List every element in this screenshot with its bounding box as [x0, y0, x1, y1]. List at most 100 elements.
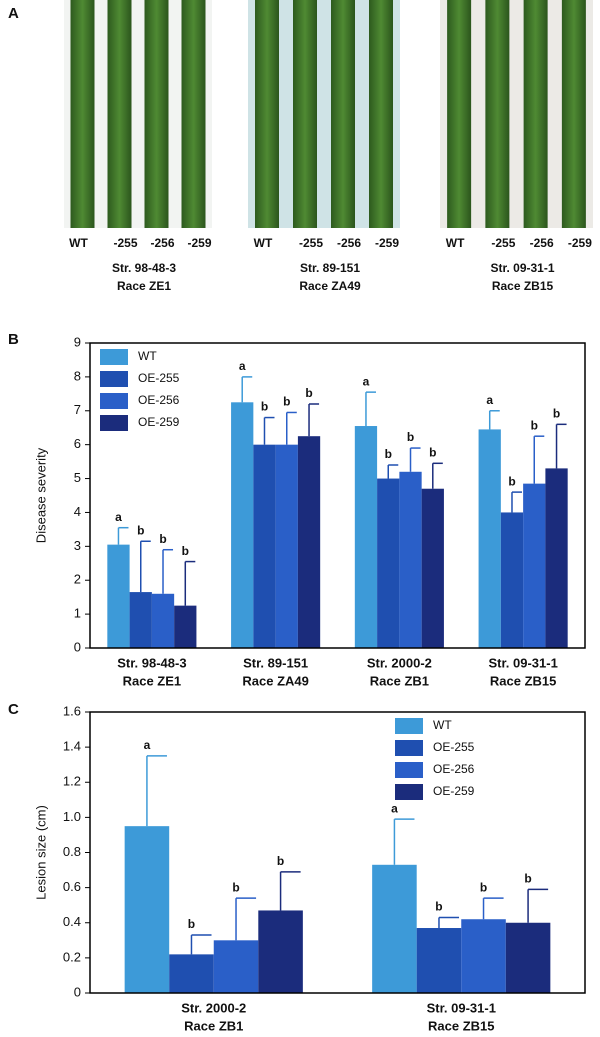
significance-letter: b	[553, 407, 560, 421]
bar	[377, 478, 400, 648]
bar	[151, 593, 175, 648]
x-tick-label: Str. 2000-2	[181, 1000, 246, 1015]
leaf	[181, 0, 206, 228]
significance-letter: b	[385, 447, 392, 461]
y-tick-label: 1.6	[63, 703, 81, 718]
y-tick-label: 1.2	[63, 774, 81, 789]
legend-swatch	[100, 393, 128, 409]
leaf	[485, 0, 510, 228]
significance-letter: a	[391, 801, 398, 815]
bar	[129, 592, 152, 648]
significance-letter: b	[261, 400, 268, 414]
panel-label: B	[8, 331, 19, 348]
legend-label: OE-255	[433, 740, 475, 754]
y-tick-label: 0.6	[63, 879, 81, 894]
x-tick-sublabel: Race ZA49	[242, 673, 308, 688]
y-tick-label: 0	[74, 639, 81, 654]
leaf	[107, 0, 132, 228]
leaf-label: -256	[150, 236, 174, 250]
significance-letter: b	[159, 532, 166, 546]
x-tick-label: Str. 09-31-1	[488, 655, 557, 670]
leaf	[523, 0, 548, 228]
strain-label: Str. 09-31-1	[490, 261, 554, 275]
y-axis-label: Disease severity	[33, 447, 48, 543]
legend-label: WT	[138, 349, 157, 363]
leaf	[293, 0, 317, 228]
y-tick-label: 3	[74, 538, 81, 553]
bar	[124, 826, 170, 993]
panel-label: A	[8, 5, 19, 22]
legend-swatch	[395, 762, 423, 778]
bar	[297, 436, 321, 648]
leaf-label: -255	[491, 236, 515, 250]
y-tick-label: 0.2	[63, 949, 81, 964]
significance-letter: b	[137, 523, 144, 537]
strain-label: Str. 89-151	[300, 261, 360, 275]
legend-swatch	[100, 349, 128, 365]
leaf-label: -259	[375, 236, 399, 250]
leaf-label: WT	[446, 236, 465, 250]
bar	[461, 919, 506, 993]
x-tick-sublabel: Race ZB15	[490, 673, 556, 688]
race-label: Race ZE1	[117, 279, 171, 293]
bar	[258, 910, 303, 993]
bar	[505, 922, 551, 993]
legend-label: OE-259	[138, 415, 180, 429]
leaf-label: WT	[69, 236, 88, 250]
bar	[107, 544, 130, 648]
leaf-label: -255	[299, 236, 323, 250]
bar	[275, 444, 298, 648]
significance-letter: b	[435, 900, 442, 914]
y-tick-label: 4	[74, 504, 81, 519]
bar	[354, 426, 378, 648]
bar	[500, 512, 524, 648]
bar	[399, 471, 422, 648]
legend-swatch	[395, 784, 423, 800]
legend-label: OE-255	[138, 371, 180, 385]
plot-frame	[89, 342, 586, 649]
significance-letter: b	[182, 544, 189, 558]
significance-letter: a	[486, 393, 493, 407]
bar	[231, 402, 254, 648]
x-tick-sublabel: Race ZE1	[123, 673, 182, 688]
bar	[213, 940, 259, 993]
significance-letter: b	[531, 418, 538, 432]
x-tick-sublabel: Race ZB1	[370, 673, 429, 688]
leaf-label: -259	[568, 236, 592, 250]
y-tick-label: 6	[74, 436, 81, 451]
bar	[478, 429, 501, 648]
leaf	[561, 0, 586, 228]
y-tick-label: 2	[74, 572, 81, 587]
significance-letter: b	[524, 872, 531, 886]
legend-swatch	[100, 415, 128, 431]
significance-letter: b	[283, 395, 290, 409]
y-tick-label: 0	[74, 984, 81, 999]
y-tick-label: 0.4	[63, 914, 81, 929]
y-tick-label: 5	[74, 470, 81, 485]
legend-label: OE-256	[433, 762, 475, 776]
leaf	[331, 0, 355, 228]
leaf-label: -256	[337, 236, 361, 250]
x-tick-label: Str. 89-151	[243, 655, 308, 670]
bar	[169, 954, 214, 993]
leaf	[369, 0, 393, 228]
legend-swatch	[395, 740, 423, 756]
significance-letter: b	[508, 474, 515, 488]
significance-letter: a	[239, 359, 246, 373]
legend-label: WT	[433, 718, 452, 732]
significance-letter: b	[232, 880, 239, 894]
significance-letter: b	[429, 445, 436, 459]
y-tick-label: 9	[74, 334, 81, 349]
significance-letter: b	[480, 880, 487, 894]
plot-frame	[89, 711, 586, 994]
bar	[372, 864, 417, 993]
bar	[253, 444, 276, 648]
legend-swatch	[395, 718, 423, 734]
y-tick-label: 7	[74, 402, 81, 417]
significance-letter: a	[363, 374, 370, 388]
leaf-label: WT	[254, 236, 273, 250]
significance-letter: b	[277, 854, 284, 868]
strain-label: Str. 98-48-3	[112, 261, 176, 275]
leaf-label: -259	[187, 236, 211, 250]
